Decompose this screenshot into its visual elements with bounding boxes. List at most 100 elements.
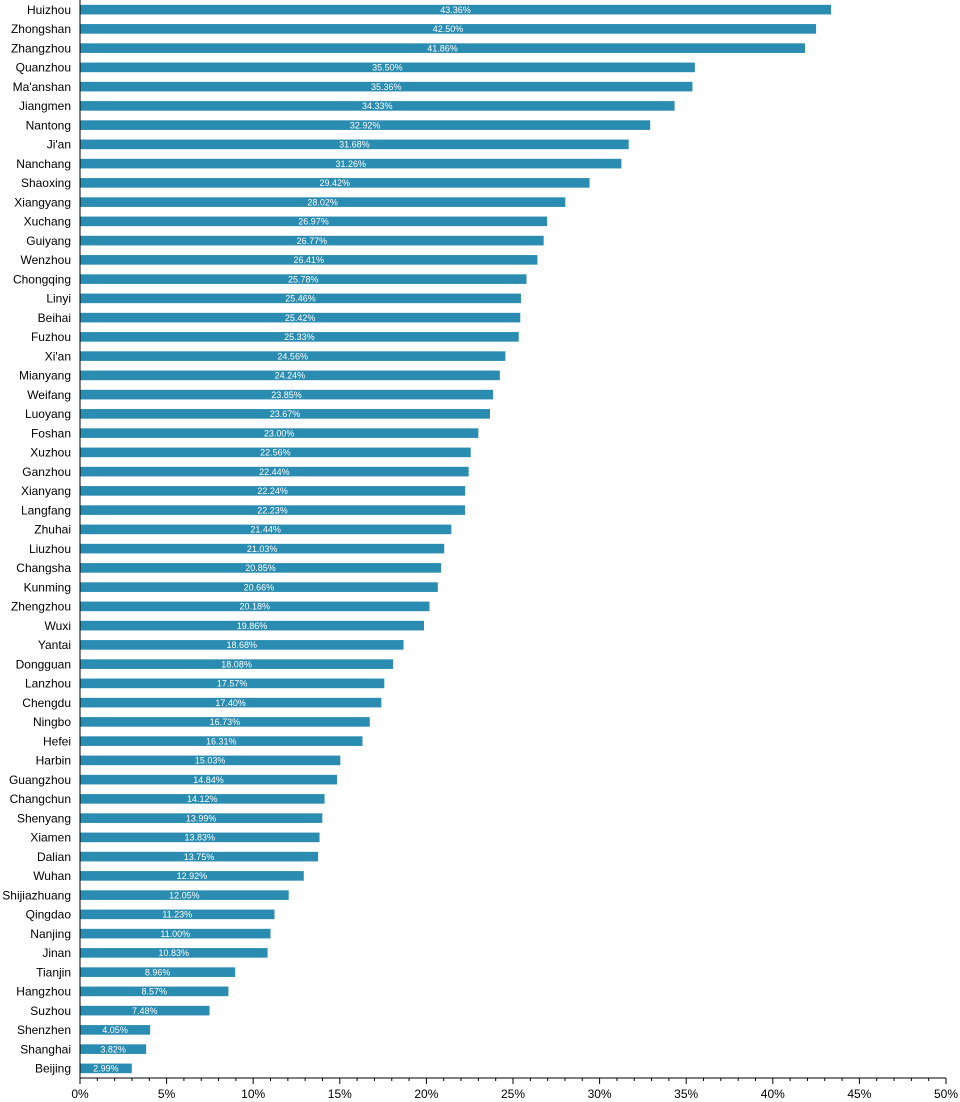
data-label: 21.44% xyxy=(250,525,281,535)
data-label: 17.57% xyxy=(217,679,248,689)
bar-quanzhou xyxy=(80,62,695,73)
bar-xiamen xyxy=(80,832,320,843)
data-label: 24.56% xyxy=(277,351,308,361)
data-label: 20.18% xyxy=(239,602,270,612)
bar-kunming xyxy=(80,582,438,592)
bar-jiangmen xyxy=(80,101,675,111)
category-label: Xi'an xyxy=(45,349,71,363)
data-label: 26.41% xyxy=(293,255,324,265)
data-label: 10.83% xyxy=(159,948,190,958)
category-label: Ningbo xyxy=(33,715,71,729)
category-label: Shijiazhuang xyxy=(2,888,71,902)
data-label: 14.12% xyxy=(187,794,218,804)
bar-xuchang xyxy=(80,216,548,227)
bar-ma-anshan xyxy=(80,81,693,92)
x-tick-label: 20% xyxy=(414,1087,438,1101)
data-label: 43.36% xyxy=(440,5,471,15)
category-label: Ganzhou xyxy=(22,465,71,479)
category-label: Chongqing xyxy=(13,272,71,286)
data-label: 28.02% xyxy=(307,197,338,207)
bar-hefei xyxy=(80,736,363,746)
data-label: 24.24% xyxy=(275,371,306,381)
bar-xianyang xyxy=(80,486,466,496)
bar-dalian xyxy=(80,851,319,862)
data-label: 25.33% xyxy=(284,332,315,342)
category-label: Tianjin xyxy=(36,965,71,979)
x-tick-label: 45% xyxy=(847,1087,871,1101)
category-label: Wuhan xyxy=(33,869,71,883)
data-label: 13.75% xyxy=(184,852,215,862)
bar-huizhou xyxy=(80,4,831,15)
bar-yantai xyxy=(80,640,404,650)
bar-changchun xyxy=(80,794,325,804)
data-label: 41.86% xyxy=(427,43,458,53)
category-label: Wuxi xyxy=(45,619,71,633)
data-label: 4.05% xyxy=(102,1025,128,1035)
category-label: Shanghai xyxy=(20,1042,71,1056)
category-label: Nantong xyxy=(26,118,71,132)
bar-qingdao xyxy=(80,909,275,920)
data-label: 22.44% xyxy=(259,467,290,477)
bar-fuzhou xyxy=(80,332,519,342)
x-tick-label: 25% xyxy=(501,1087,525,1101)
data-label: 34.33% xyxy=(362,101,393,111)
category-label: Guangzhou xyxy=(9,773,71,787)
bar-shaoxing xyxy=(80,178,590,188)
category-label: Lanzhou xyxy=(25,677,71,691)
bar-shijiazhuang xyxy=(80,890,289,900)
data-label: 12.05% xyxy=(169,890,200,900)
bar-xi-an xyxy=(80,351,506,361)
data-label: 18.08% xyxy=(221,659,252,669)
bar-foshan xyxy=(80,428,479,438)
data-label: 11.23% xyxy=(162,910,192,920)
data-label: 13.83% xyxy=(185,833,216,843)
bar-ningbo xyxy=(80,717,370,727)
x-tick-label: 0% xyxy=(71,1087,89,1101)
bar-beihai xyxy=(80,312,521,323)
data-label: 17.40% xyxy=(215,698,246,708)
data-label: 20.85% xyxy=(245,563,276,573)
bar-xuzhou xyxy=(80,447,471,458)
data-label: 31.26% xyxy=(335,159,366,169)
bar-suzhou xyxy=(80,1005,210,1016)
bar-ganzhou xyxy=(80,466,469,477)
category-label: Linyi xyxy=(46,292,71,306)
bar-chongqing xyxy=(80,274,527,284)
bar-langfang xyxy=(80,505,466,515)
category-label: Jinan xyxy=(42,946,71,960)
category-label: Jiangmen xyxy=(19,99,71,113)
category-label: Zhongshan xyxy=(11,22,71,36)
data-label: 26.97% xyxy=(298,217,329,227)
bar-nanchang xyxy=(80,158,622,169)
category-label: Zhengzhou xyxy=(11,600,71,614)
category-label: Kunming xyxy=(24,580,71,594)
category-label: Mianyang xyxy=(19,369,71,383)
category-label: Xuchang xyxy=(24,215,71,229)
category-label: Yantai xyxy=(38,638,71,652)
bar-dongguan xyxy=(80,659,394,669)
data-label: 21.03% xyxy=(247,544,278,554)
bar-luoyang xyxy=(80,409,490,419)
data-label: 15.03% xyxy=(195,756,226,766)
bar-wuxi xyxy=(80,620,424,631)
data-label: 31.68% xyxy=(339,140,370,150)
x-tick-label: 30% xyxy=(588,1087,612,1101)
data-label: 16.73% xyxy=(210,717,241,727)
bars-layer: 43.36% 42.50% 41.86% 35.50% 35.36% 34.33% 32.9… xyxy=(80,5,831,1074)
data-label: 13.99% xyxy=(186,813,217,823)
category-label: Xiamen xyxy=(30,831,71,845)
bar-harbin xyxy=(80,755,341,766)
category-label: Nanchang xyxy=(16,157,71,171)
data-label: 12.92% xyxy=(177,871,208,881)
category-label: Hangzhou xyxy=(16,985,71,999)
bar-guiyang xyxy=(80,235,544,246)
data-label: 16.31% xyxy=(206,736,237,746)
category-label: Shaoxing xyxy=(21,176,71,190)
bar-nanjing xyxy=(80,928,271,939)
category-labels: Huizhou Zhongshan Zhangzhou Quanzhou Ma'ansh… xyxy=(2,3,71,1076)
category-label: Dalian xyxy=(37,850,71,864)
data-label: 22.23% xyxy=(257,505,288,515)
data-label: 20.66% xyxy=(244,582,275,592)
